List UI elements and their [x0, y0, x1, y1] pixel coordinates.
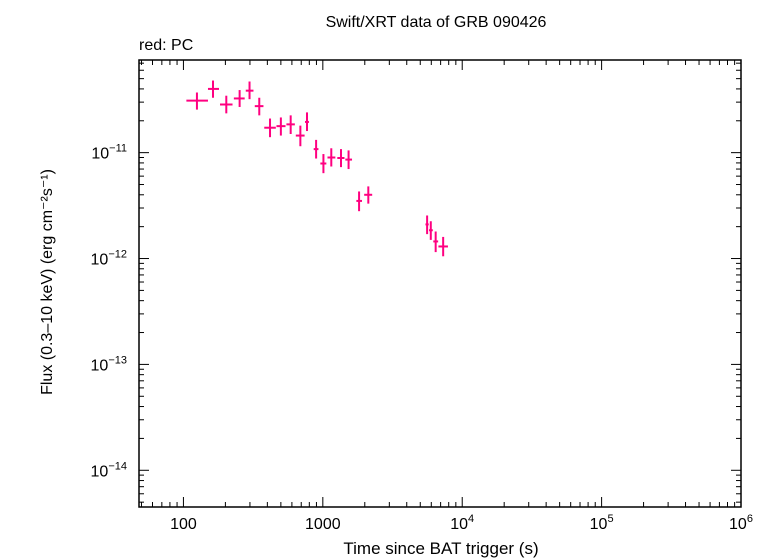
data-point — [364, 186, 373, 204]
x-tick-label: 100 — [170, 516, 197, 533]
data-point — [286, 115, 295, 135]
chart-subtitle: red: PC — [139, 37, 193, 54]
data-point — [433, 231, 439, 253]
data-point — [220, 95, 233, 114]
data-point — [429, 221, 433, 240]
data-point — [295, 125, 305, 147]
data-point — [438, 236, 448, 257]
data-point — [313, 139, 319, 159]
y-axis-label: Flux (0.3–10 keV) (erg cm⁻²s⁻¹) — [39, 169, 56, 395]
x-tick-label: 104 — [450, 513, 474, 533]
data-point — [305, 112, 309, 132]
data-point — [337, 149, 345, 168]
x-tick-label: 1000 — [305, 516, 341, 533]
y-tick-label: 10−14 — [91, 460, 127, 480]
y-tick-label: 10−13 — [91, 354, 127, 374]
chart-title: Swift/XRT data of GRB 090426 — [326, 14, 547, 31]
data-point — [207, 80, 220, 98]
y-axis: 10−11 10−12 10−13 10−14 — [91, 62, 741, 503]
data-point — [327, 148, 336, 167]
x-axis: 100 1000 104 105 106 — [140, 60, 753, 533]
x-tick-label: 106 — [729, 513, 753, 533]
y-tick-label: 10−11 — [91, 143, 127, 163]
data-point — [425, 215, 429, 235]
data-series-pc — [186, 80, 448, 257]
x-tick-label: 105 — [590, 513, 614, 533]
data-point — [276, 117, 286, 136]
data-point — [245, 81, 254, 100]
data-point — [320, 154, 327, 174]
y-tick-label: 10−12 — [91, 249, 127, 269]
data-point — [254, 97, 264, 116]
data-point — [345, 150, 353, 170]
data-point — [264, 118, 276, 138]
data-point — [186, 92, 208, 110]
x-axis-label: Time since BAT trigger (s) — [343, 539, 538, 558]
plot-frame — [138, 59, 742, 508]
data-point — [356, 191, 362, 212]
data-point — [233, 90, 245, 107]
